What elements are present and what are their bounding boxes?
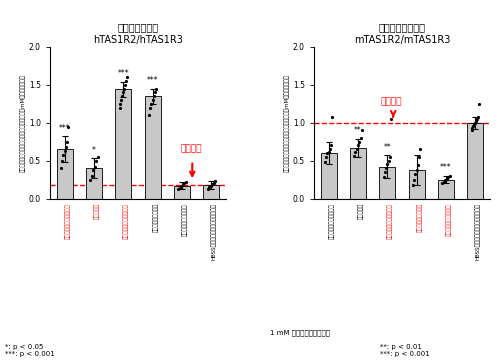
Text: 1 mM スクラロース存在下: 1 mM スクラロース存在下 [270,329,330,336]
Bar [204,185,220,199]
Text: HBSSバッファー（コントロール）: HBSSバッファー（コントロール） [476,203,481,260]
Text: *: p < 0.05
***: p < 0.001: *: p < 0.05 ***: p < 0.001 [5,344,55,357]
Bar [468,123,483,199]
Text: 甘味阻害: 甘味阻害 [381,97,402,106]
Text: アネトール: アネトール [94,203,100,219]
Text: 甘味応答: 甘味応答 [180,144,202,153]
Text: ***: *** [440,163,452,172]
Bar [320,153,336,199]
Text: **: ** [354,126,362,135]
Bar [116,90,132,199]
Text: ペリラルチン（シンド）: ペリラルチン（シンド） [388,203,393,239]
Bar [144,96,160,199]
Bar [86,168,102,199]
Y-axis label: 応答強度の比（人工甘味料スクラロース（１mM）の応答＝１）: 応答強度の比（人工甘味料スクラロース（１mM）の応答＝１） [284,74,290,172]
Title: マウス甘味受容体
mTAS1R2/mTAS1R3: マウス甘味受容体 mTAS1R2/mTAS1R3 [354,22,450,45]
Text: シンナムアルデヒド: シンナムアルデヒド [152,203,158,232]
Text: アネトール: アネトール [358,203,364,219]
Text: ***: *** [147,76,158,85]
Bar [174,186,190,199]
Text: *: * [92,145,96,155]
Text: ***: *** [118,69,129,78]
Text: シンナムアルデヒド: シンナムアルデヒド [416,203,422,232]
Text: HBSSバッファー（コントロール）: HBSSバッファー（コントロール） [212,203,217,260]
Bar [380,167,396,199]
Bar [350,148,366,199]
Bar [56,149,72,199]
Text: トランス２ヘキセナール: トランス２ヘキセナール [64,203,70,239]
Text: ペリラルチン（シンド）: ペリラルチン（シンド） [124,203,129,239]
Text: トランス２ヘキセナール: トランス２ヘキセナール [328,203,334,239]
Text: ***: *** [59,123,70,132]
Text: **: ** [384,143,391,152]
Y-axis label: 応答強度の比（人工甘味料スクラロース（１mM）の応答＝１）: 応答強度の比（人工甘味料スクラロース（１mM）の応答＝１） [20,74,26,172]
Text: シンナミルアルコール: シンナミルアルコール [182,203,188,236]
Text: シンナミルアルコール: シンナミルアルコール [446,203,452,236]
Title: ヒト甘味受容体
hTAS1R2/hTAS1R3: ヒト甘味受容体 hTAS1R2/hTAS1R3 [93,22,183,45]
Bar [408,170,424,199]
Bar [438,179,454,199]
Text: **: p < 0.01
***: p < 0.001: **: p < 0.01 ***: p < 0.001 [380,344,430,357]
